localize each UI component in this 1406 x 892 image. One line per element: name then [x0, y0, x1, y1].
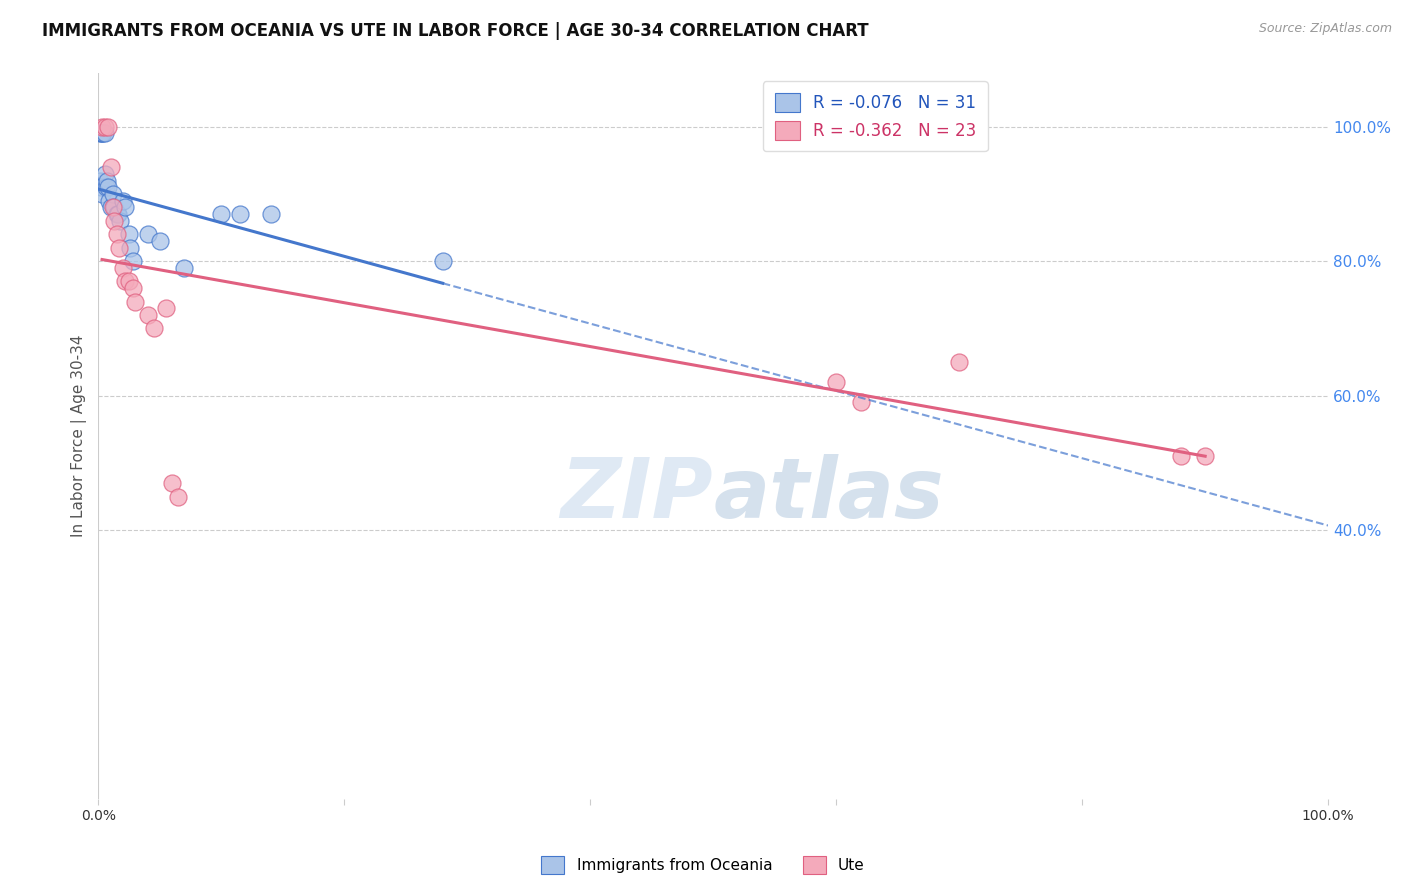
Point: [98, 194, 121, 208]
Point: [136, 227, 159, 242]
Point: [91, 127, 114, 141]
Point: [101, 201, 124, 215]
Legend: Immigrants from Oceania, Ute: Immigrants from Oceania, Ute: [536, 850, 870, 880]
Text: IMMIGRANTS FROM OCEANIA VS UTE IN LABOR FORCE | AGE 30-34 CORRELATION CHART: IMMIGRANTS FROM OCEANIA VS UTE IN LABOR …: [42, 22, 869, 40]
Point: [121, 281, 143, 295]
Point: [97, 120, 120, 134]
Point: [107, 207, 129, 221]
Point: [96, 173, 118, 187]
Point: [90, 180, 112, 194]
Text: atlas: atlas: [713, 454, 943, 534]
Point: [108, 241, 131, 255]
Point: [173, 260, 195, 275]
Point: [110, 214, 132, 228]
Point: [105, 207, 128, 221]
Point: [91, 127, 114, 141]
Point: [948, 355, 970, 369]
Point: [90, 127, 112, 141]
Point: [1194, 449, 1216, 463]
Point: [111, 194, 134, 208]
Text: Source: ZipAtlas.com: Source: ZipAtlas.com: [1258, 22, 1392, 36]
Y-axis label: In Labor Force | Age 30-34: In Labor Force | Age 30-34: [72, 334, 87, 537]
Point: [91, 120, 114, 134]
Point: [89, 173, 111, 187]
Point: [89, 127, 111, 141]
Point: [100, 160, 122, 174]
Point: [155, 301, 177, 316]
Point: [849, 395, 872, 409]
Point: [97, 180, 120, 194]
Point: [94, 180, 117, 194]
Point: [105, 227, 128, 242]
Point: [101, 186, 124, 201]
Point: [100, 201, 122, 215]
Point: [103, 214, 125, 228]
Point: [259, 207, 281, 221]
Point: [229, 207, 252, 221]
Point: [209, 207, 232, 221]
Point: [120, 241, 142, 255]
Point: [118, 274, 141, 288]
Point: [91, 186, 114, 201]
Point: [114, 274, 136, 288]
Point: [93, 127, 115, 141]
Legend: R = -0.076   N = 31, R = -0.362   N = 23: R = -0.076 N = 31, R = -0.362 N = 23: [763, 81, 988, 152]
Point: [142, 321, 165, 335]
Point: [160, 476, 183, 491]
Point: [136, 308, 159, 322]
Point: [121, 254, 143, 268]
Point: [118, 227, 141, 242]
Point: [124, 294, 146, 309]
Point: [114, 201, 136, 215]
Point: [149, 234, 172, 248]
Point: [93, 167, 115, 181]
Point: [825, 376, 848, 390]
Point: [432, 254, 454, 268]
Point: [1170, 449, 1192, 463]
Point: [93, 120, 115, 134]
Point: [103, 201, 125, 215]
Point: [167, 490, 190, 504]
Text: ZIP: ZIP: [561, 454, 713, 534]
Point: [111, 260, 134, 275]
